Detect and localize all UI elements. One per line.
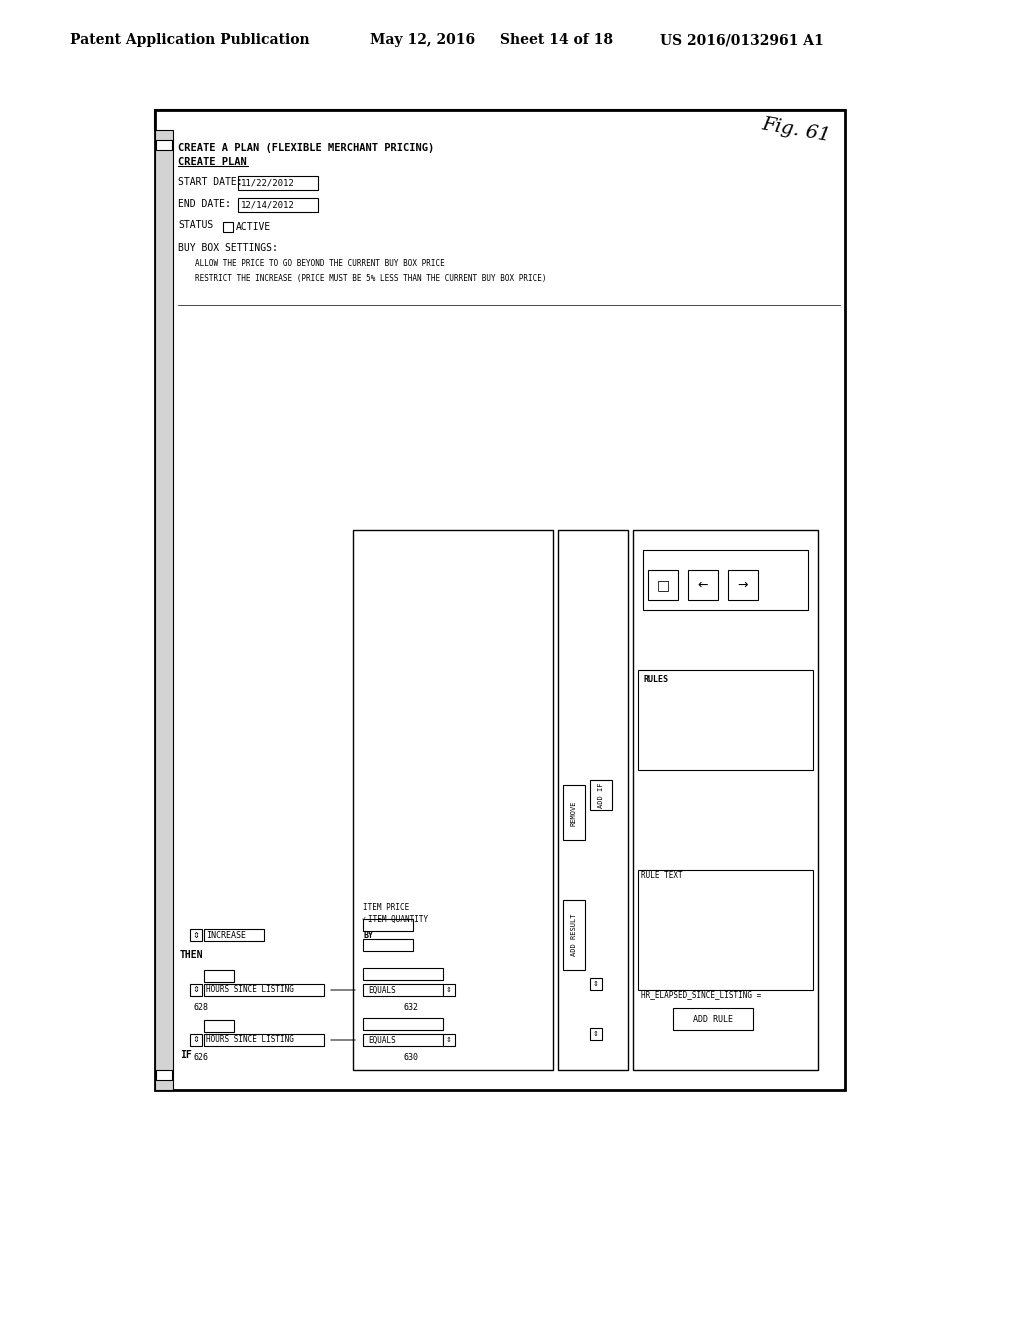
Text: →: → xyxy=(737,578,749,591)
Text: IF: IF xyxy=(180,1049,191,1060)
Text: BUY BOX SETTINGS:: BUY BOX SETTINGS: xyxy=(178,243,278,253)
Text: RULE TEXT: RULE TEXT xyxy=(641,870,683,879)
Bar xyxy=(688,570,718,601)
Text: EQUALS: EQUALS xyxy=(368,986,395,994)
Bar xyxy=(204,1034,324,1045)
Text: ⇕: ⇕ xyxy=(593,981,599,987)
Text: INCREASE: INCREASE xyxy=(206,931,246,940)
Bar xyxy=(825,112,841,128)
Bar xyxy=(590,978,602,990)
Bar xyxy=(157,112,173,128)
Bar xyxy=(223,222,233,232)
Bar xyxy=(156,1071,172,1080)
Bar xyxy=(156,140,172,150)
Text: REMOVE: REMOVE xyxy=(571,800,577,826)
Text: ⇕: ⇕ xyxy=(193,1035,200,1044)
Text: BY: BY xyxy=(362,931,373,940)
Text: START DATE:: START DATE: xyxy=(178,177,243,187)
Text: Fig. 61: Fig. 61 xyxy=(760,115,831,145)
Text: END DATE:: END DATE: xyxy=(178,199,230,209)
Bar xyxy=(443,983,455,997)
Text: 12/14/2012: 12/14/2012 xyxy=(241,201,295,210)
Text: 630: 630 xyxy=(403,1053,418,1063)
Text: May 12, 2016: May 12, 2016 xyxy=(370,33,475,48)
Bar xyxy=(563,900,585,970)
Text: ⇕: ⇕ xyxy=(593,1031,599,1038)
Bar xyxy=(443,1034,455,1045)
Text: Patent Application Publication: Patent Application Publication xyxy=(70,33,309,48)
Bar xyxy=(190,929,202,941)
Text: 11/22/2012: 11/22/2012 xyxy=(241,178,295,187)
Bar xyxy=(638,870,813,990)
Bar xyxy=(362,983,443,997)
Bar xyxy=(204,929,264,941)
Text: 626: 626 xyxy=(193,1053,208,1063)
Text: RESTRICT THE INCREASE (PRICE MUST BE 5% LESS THAN THE CURRENT BUY BOX PRICE): RESTRICT THE INCREASE (PRICE MUST BE 5% … xyxy=(195,273,547,282)
Text: EQUALS: EQUALS xyxy=(368,1035,395,1044)
Text: ←: ← xyxy=(697,578,709,591)
Bar xyxy=(204,970,234,982)
Bar xyxy=(190,983,202,997)
Bar xyxy=(353,531,553,1071)
Bar xyxy=(728,570,758,601)
Bar xyxy=(563,785,585,840)
Text: 632: 632 xyxy=(403,1003,418,1012)
Bar xyxy=(204,983,324,997)
Text: ⇕: ⇕ xyxy=(446,1038,452,1043)
Bar xyxy=(362,968,443,979)
Bar xyxy=(673,1008,753,1030)
Text: HOURS SINCE LISTING: HOURS SINCE LISTING xyxy=(206,986,294,994)
Bar xyxy=(633,531,818,1071)
Bar xyxy=(638,671,813,770)
Text: ADD IF: ADD IF xyxy=(598,783,604,808)
Text: HR_ELAPSED_SINCE_LISTING =: HR_ELAPSED_SINCE_LISTING = xyxy=(641,990,761,999)
Bar xyxy=(175,112,191,128)
Bar xyxy=(362,939,413,950)
Text: CREATE A PLAN (FLEXIBLE MERCHANT PRICING): CREATE A PLAN (FLEXIBLE MERCHANT PRICING… xyxy=(178,143,434,153)
Text: ✓: ✓ xyxy=(361,916,366,921)
Text: ⇕: ⇕ xyxy=(193,931,200,940)
Bar xyxy=(190,1034,202,1045)
Text: 628: 628 xyxy=(193,1003,208,1012)
Text: HOURS SINCE LISTING: HOURS SINCE LISTING xyxy=(206,1035,294,1044)
Text: US 2016/0132961 A1: US 2016/0132961 A1 xyxy=(660,33,823,48)
Text: ACTIVE: ACTIVE xyxy=(236,222,271,232)
Text: ITEM QUANTITY: ITEM QUANTITY xyxy=(368,915,428,924)
Text: ADD RULE: ADD RULE xyxy=(693,1015,733,1023)
Bar xyxy=(238,176,318,190)
Bar xyxy=(238,198,318,213)
Bar xyxy=(155,110,845,1090)
Bar xyxy=(362,1034,443,1045)
Text: □: □ xyxy=(656,578,670,591)
Text: ITEM PRICE: ITEM PRICE xyxy=(362,903,410,912)
Text: CREATE PLAN: CREATE PLAN xyxy=(178,157,247,168)
Bar xyxy=(155,129,173,1090)
Bar xyxy=(590,1028,602,1040)
Text: THEN: THEN xyxy=(180,950,204,960)
Bar xyxy=(590,780,612,810)
Bar xyxy=(362,1018,443,1030)
Bar xyxy=(648,570,678,601)
Bar xyxy=(643,550,808,610)
Bar xyxy=(558,531,628,1071)
Text: ADD RESULT: ADD RESULT xyxy=(571,913,577,956)
Bar xyxy=(362,919,413,931)
Bar xyxy=(155,110,845,129)
Bar xyxy=(204,1020,234,1032)
Text: ALLOW THE PRICE TO GO BEYOND THE CURRENT BUY BOX PRICE: ALLOW THE PRICE TO GO BEYOND THE CURRENT… xyxy=(195,260,444,268)
Text: ⇕: ⇕ xyxy=(193,986,200,994)
Text: ⇕: ⇕ xyxy=(446,987,452,993)
Text: Sheet 14 of 18: Sheet 14 of 18 xyxy=(500,33,613,48)
Text: STATUS: STATUS xyxy=(178,220,213,230)
Text: RULES: RULES xyxy=(643,676,668,685)
